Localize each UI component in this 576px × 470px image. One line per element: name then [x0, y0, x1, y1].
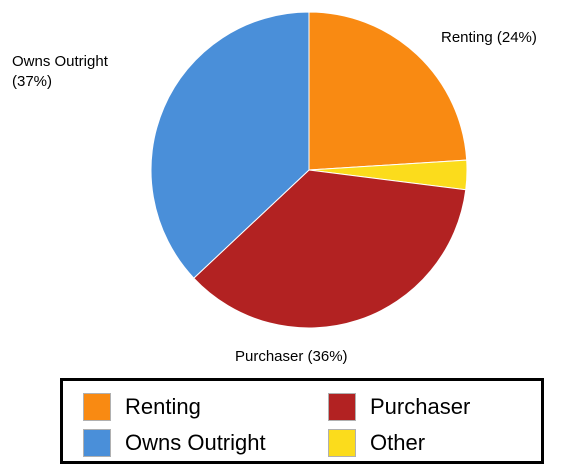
slice-label-renting: Renting (24%) [441, 29, 537, 46]
legend-swatch-purchaser [328, 393, 356, 421]
legend-swatch-renting [83, 393, 111, 421]
legend-label-renting: Renting [125, 394, 201, 419]
legend-item-renting: Renting [83, 392, 201, 422]
legend-item-owns-outright: Owns Outright [83, 428, 266, 458]
legend: Renting Purchaser Owns Outright Other [60, 378, 544, 464]
legend-label-purchaser: Purchaser [370, 394, 471, 419]
pie-slice-owns-outright [150, 11, 310, 279]
legend-swatch-other [328, 429, 356, 457]
slice-label-owns-outright-name: Owns Outright [12, 53, 109, 70]
pie-slices [150, 11, 468, 329]
legend-item-other: Other [328, 428, 425, 458]
legend-label-owns-outright: Owns Outright [125, 430, 266, 455]
legend-swatch-owns-outright [83, 429, 111, 457]
legend-item-purchaser: Purchaser [328, 392, 470, 422]
slice-label-owns-outright-pct: (37%) [12, 73, 52, 90]
slice-label-purchaser: Purchaser (36%) [235, 348, 348, 365]
pie-slice-renting [308, 11, 468, 171]
slice-label-owns-outright: Owns Outright (37%) [12, 53, 112, 90]
pie-slice-purchaser [193, 169, 467, 329]
legend-label-other: Other [370, 430, 426, 455]
